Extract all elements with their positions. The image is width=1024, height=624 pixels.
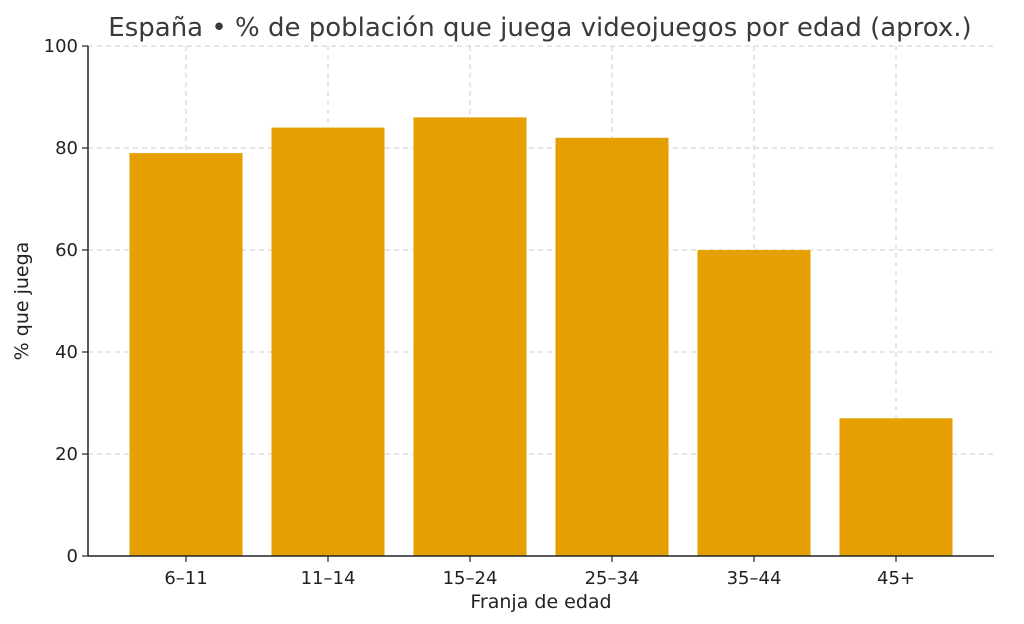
- y-tick-label: 80: [55, 138, 78, 159]
- bars: [129, 117, 953, 557]
- y-tick-label: 20: [55, 444, 78, 465]
- x-axis-ticks: 6–11 11–14 15–24 25–34 35–44 45+: [164, 556, 915, 589]
- y-axis-ticks: 0 20 40 60 80 100: [44, 36, 88, 567]
- x-axis-label: Franja de edad: [470, 591, 611, 613]
- y-axis-label: % que juega: [11, 242, 33, 361]
- bar-6–11: [129, 153, 243, 556]
- x-tick-label: 15–24: [443, 568, 498, 589]
- x-tick-label: 45+: [877, 568, 915, 589]
- y-tick-label: 60: [55, 240, 78, 261]
- bar-35–44: [697, 250, 811, 556]
- chart-title: España • % de población que juega videoj…: [108, 13, 971, 43]
- y-tick-label: 100: [44, 36, 78, 57]
- bar-11–14: [271, 127, 385, 556]
- bar-25–34: [555, 137, 669, 557]
- x-tick-label: 35–44: [727, 568, 782, 589]
- y-tick-label: 0: [67, 546, 78, 567]
- bar-15–24: [413, 117, 527, 557]
- x-tick-label: 11–14: [301, 568, 356, 589]
- y-tick-label: 40: [55, 342, 78, 363]
- bar-45+: [839, 418, 953, 556]
- x-tick-label: 6–11: [164, 568, 207, 589]
- x-tick-label: 25–34: [585, 568, 640, 589]
